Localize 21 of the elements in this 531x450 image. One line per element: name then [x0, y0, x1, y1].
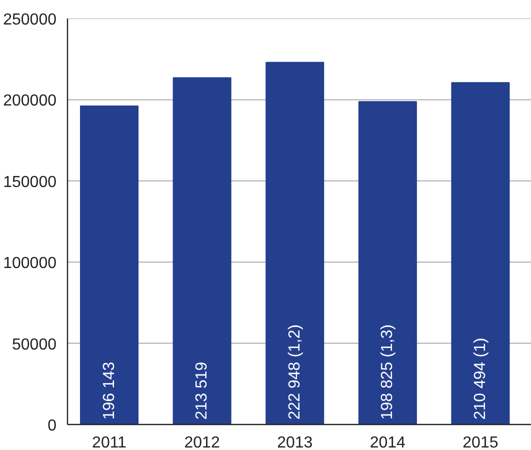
y-tick-label: 0: [48, 418, 57, 434]
bar: [266, 62, 324, 424]
x-tick-label: 2013: [277, 434, 313, 450]
x-tick-label: 2014: [370, 434, 406, 450]
y-tick-label: 100000: [3, 255, 57, 272]
x-tick-label: 2012: [184, 434, 220, 450]
data-label: 210 494 (1): [472, 338, 489, 420]
data-label: 222 948 (1,2): [286, 324, 304, 420]
y-tick-label: 250000: [3, 12, 57, 28]
data-label: 198 825 (1,3): [379, 324, 396, 420]
bar: [80, 105, 139, 424]
y-tick-label: 50000: [12, 336, 57, 354]
x-tick-label: 2015: [462, 434, 498, 450]
bar: [358, 101, 417, 424]
bar: [172, 77, 232, 424]
y-tick-label: 200000: [3, 92, 57, 110]
x-tick-label: 2011: [92, 434, 127, 450]
data-label: 196 143: [100, 362, 118, 420]
y-tick-label: 150000: [3, 174, 57, 191]
bar: [451, 82, 510, 424]
data-label: 213 519: [194, 362, 211, 420]
